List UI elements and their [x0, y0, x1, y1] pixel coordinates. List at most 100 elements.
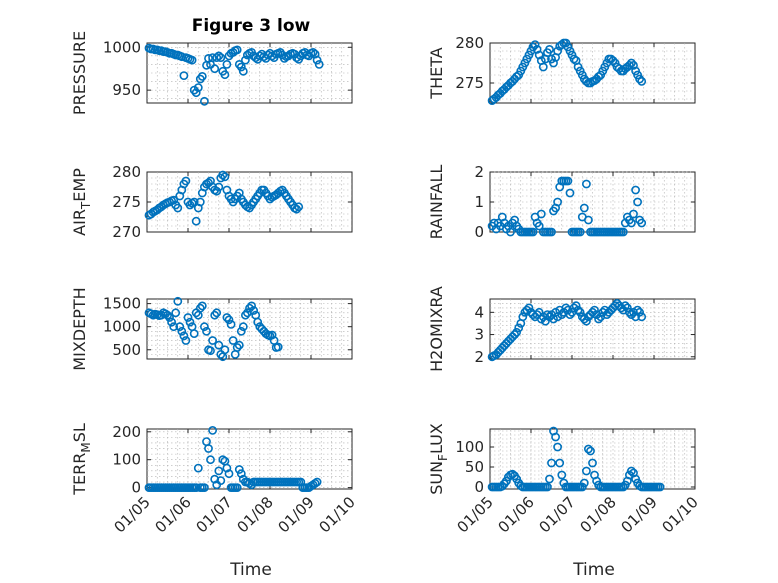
y-tick-label: 2: [474, 348, 484, 366]
data-point: [631, 185, 640, 195]
data-point: [312, 477, 322, 487]
data-point: [216, 476, 226, 485]
data-point: [627, 310, 636, 319]
y-tick-label: 2: [474, 163, 484, 181]
data-point: [220, 172, 230, 182]
data-point: [308, 48, 318, 57]
data-point: [538, 62, 548, 72]
data-point: [222, 60, 232, 69]
data-point: [637, 77, 647, 86]
data-point: [565, 188, 575, 198]
y-axis-label: RAINFALL: [427, 165, 446, 240]
data-point: [534, 221, 544, 231]
data-point: [214, 466, 224, 476]
data-point: [292, 53, 301, 62]
data-point: [555, 458, 565, 468]
data-point: [594, 72, 603, 81]
y-tick-label: 280: [112, 163, 141, 181]
y-tick-label: 100: [455, 438, 484, 456]
data-point: [553, 46, 562, 56]
data-point: [191, 483, 201, 492]
data-point: [314, 60, 324, 69]
y-axis-label: PRESSURE: [70, 31, 89, 115]
data-point: [623, 303, 632, 313]
data-point: [175, 322, 185, 332]
y-tick-label: 275: [112, 193, 141, 211]
y-tick-label: 100: [112, 451, 141, 469]
data-point: [296, 477, 306, 487]
data-point: [224, 469, 234, 479]
data-point: [187, 55, 197, 65]
data-point: [582, 316, 591, 326]
data-point: [195, 303, 205, 313]
y-axis-label: THETA: [427, 47, 446, 99]
data-point: [167, 317, 176, 327]
data-point: [171, 308, 181, 318]
data-point: [551, 432, 560, 442]
data-point: [199, 483, 209, 492]
data-point: [212, 308, 222, 318]
data-point: [169, 195, 179, 205]
data-point: [191, 216, 201, 226]
data-point: [236, 469, 246, 479]
y-tick-label: 280: [455, 34, 484, 52]
y-tick-label: 3: [474, 326, 484, 344]
subplot-pressure: 950 1000 PRESSURE: [70, 31, 353, 115]
data-point: [210, 310, 220, 320]
data-point: [199, 322, 209, 332]
data-point: [582, 466, 591, 476]
data-point: [214, 51, 224, 61]
data-point: [584, 215, 593, 225]
data-point: [238, 66, 248, 76]
data-point: [627, 58, 636, 68]
data-point: [173, 296, 183, 306]
data-point: [569, 54, 579, 64]
data-point: [618, 227, 628, 237]
y-tick-label: 1000: [103, 318, 141, 336]
data-point: [173, 203, 183, 213]
data-point: [210, 64, 220, 74]
data-point: [273, 342, 283, 352]
y-axis-label: AIRTEMP: [70, 168, 93, 236]
data-point: [510, 330, 519, 339]
y-tick-label: 270: [112, 223, 141, 241]
data-point: [197, 301, 207, 311]
data-point: [181, 336, 191, 345]
data-point: [222, 313, 232, 322]
data-point: [214, 340, 224, 350]
x-axis-label-right: Time: [572, 560, 615, 580]
data-point: [208, 425, 217, 435]
data-point: [590, 305, 599, 315]
figure-title: Figure 3 low: [192, 16, 311, 36]
data-point: [228, 336, 238, 345]
data-point: [635, 307, 644, 317]
data-point: [512, 327, 521, 337]
data-point: [212, 53, 222, 62]
data-point: [524, 303, 534, 313]
data-point: [189, 197, 199, 207]
data-point: [625, 61, 634, 70]
data-point: [179, 71, 189, 80]
data-point: [232, 343, 242, 352]
data-point: [206, 455, 215, 465]
data-point: [565, 310, 575, 319]
data-point: [165, 313, 174, 322]
data-point: [197, 72, 207, 81]
data-point: [547, 227, 556, 237]
data-point: [629, 61, 638, 70]
data-point: [557, 310, 567, 319]
data-point: [202, 326, 211, 336]
y-tick-label: 1000: [103, 38, 141, 56]
data-point: [179, 331, 189, 341]
data-point: [506, 227, 515, 237]
data-point: [312, 55, 322, 65]
data-point: [633, 305, 642, 315]
data-point: [532, 45, 542, 54]
y-tick-label: 4: [474, 303, 484, 321]
data-point: [637, 312, 647, 322]
data-point: [635, 74, 644, 84]
data-point: [193, 463, 203, 473]
y-tick-label: 0: [131, 479, 141, 497]
subplot-theta: 275 280 THETA: [427, 34, 696, 105]
